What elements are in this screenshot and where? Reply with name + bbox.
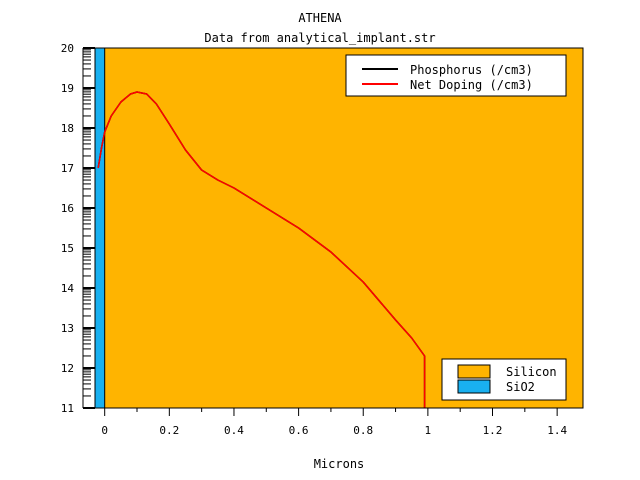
x-axis-label: Microns	[314, 457, 365, 471]
series-layer	[97, 91, 426, 408]
legend-swatch-sio2	[457, 379, 491, 394]
x-tick-label: 1	[425, 424, 432, 437]
legend-swatch-silicon	[457, 364, 491, 379]
x-tick-label: 0.2	[159, 424, 179, 437]
plot-regions	[95, 48, 583, 408]
series-line-1	[97, 91, 426, 408]
x-axis: 0 0.2 0.4 0.6 0.8 1 1.2 1.4	[101, 408, 567, 437]
y-tick-label: 16	[61, 202, 74, 215]
x-tick-label: 0.8	[353, 424, 373, 437]
chart-title: ATHENA	[298, 11, 342, 25]
legend-label-silicon: Silicon	[506, 365, 557, 379]
plot-frame	[94, 47, 584, 409]
legend-label-sio2: SiO2	[506, 380, 535, 394]
chart-subtitle: Data from analytical_implant.str	[204, 31, 435, 45]
x-tick-label: 0.6	[289, 424, 309, 437]
x-tick-label: 0	[101, 424, 108, 437]
y-tick-label: 15	[61, 242, 74, 255]
y-tick-label: 12	[61, 362, 74, 375]
y-tick-label: 20	[61, 42, 74, 55]
y-tick-label: 19	[61, 82, 74, 95]
y-tick-label: 11	[61, 402, 74, 415]
region-silicon	[104, 48, 583, 408]
y-tick-label: 14	[61, 282, 75, 295]
x-tick-label: 0.4	[224, 424, 244, 437]
region-legend: Silicon SiO2	[441, 358, 567, 401]
series-legend-box	[345, 54, 567, 97]
x-tick-label: 1.2	[483, 424, 503, 437]
legend-label-net-doping: Net Doping (/cm3)	[410, 78, 533, 92]
legend-label-phosphorus: Phosphorus (/cm3)	[410, 63, 533, 77]
y-tick-label: 18	[61, 122, 74, 135]
x-tick-label: 1.4	[547, 424, 567, 437]
series-legend: Phosphorus (/cm3) Net Doping (/cm3)	[345, 54, 567, 97]
y-tick-label: 13	[61, 322, 74, 335]
region-sio2	[95, 48, 105, 408]
y-axis: 11 12 13 14 15 16 17 18 19 20	[61, 42, 95, 415]
y-tick-label: 17	[61, 162, 74, 175]
